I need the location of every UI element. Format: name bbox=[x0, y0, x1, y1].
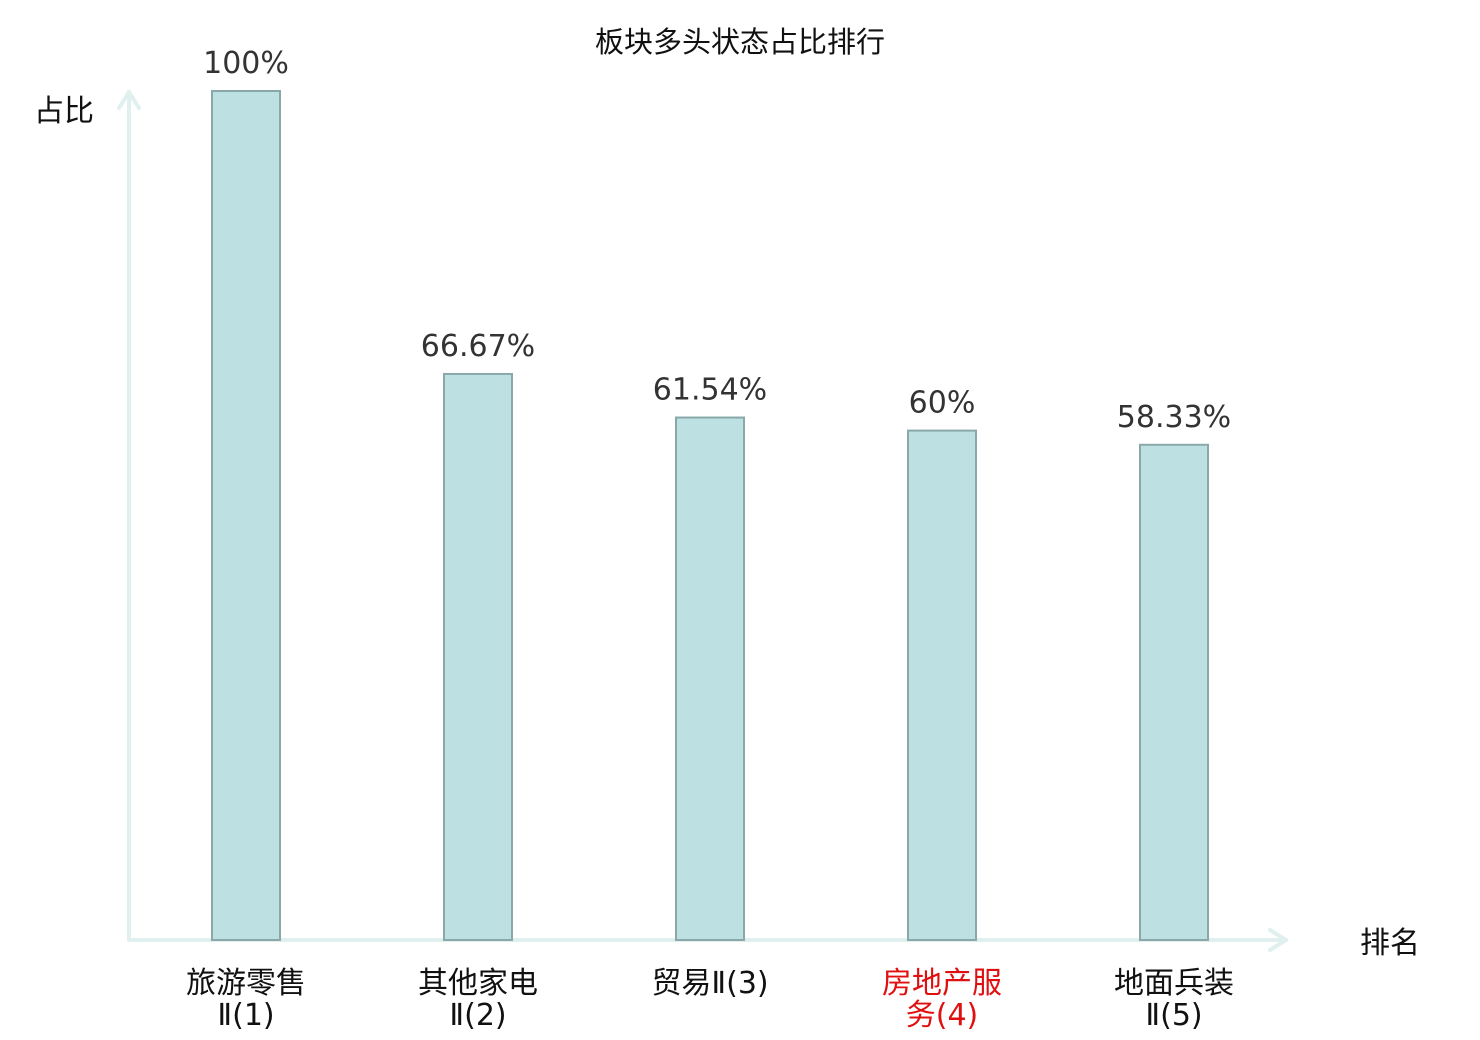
y-axis-label: 占比 bbox=[34, 94, 94, 129]
category-label-5-line-1: 地面兵装 bbox=[1114, 966, 1234, 1001]
bar-3 bbox=[675, 416, 745, 941]
category-label-3-line-1: 贸易Ⅱ(3) bbox=[651, 966, 768, 1001]
y-axis-arrowhead bbox=[117, 90, 141, 110]
x-axis-arrowhead bbox=[1268, 928, 1288, 952]
value-label-4: 60% bbox=[909, 386, 976, 421]
value-label-5: 58.33% bbox=[1117, 400, 1231, 435]
x-axis-label: 排名 bbox=[1360, 926, 1420, 961]
value-labels-group: 100% 66.67% 61.54% 60% 58.33% bbox=[203, 46, 1231, 435]
category-label-4-line-1: 房地产服 bbox=[882, 966, 1002, 1001]
value-label-2: 66.67% bbox=[421, 329, 535, 364]
category-label-4-line-2: 务(4) bbox=[906, 998, 979, 1033]
bars-group bbox=[211, 90, 1209, 942]
category-label-5-line-2: Ⅱ(5) bbox=[1145, 998, 1202, 1033]
value-label-3: 61.54% bbox=[653, 373, 767, 408]
bar-5 bbox=[1139, 443, 1209, 941]
bar-4 bbox=[907, 429, 977, 941]
value-label-1: 100% bbox=[203, 46, 289, 81]
bar-2 bbox=[443, 372, 513, 942]
category-label-1-line-2: Ⅱ(1) bbox=[217, 998, 274, 1033]
category-label-2-line-1: 其他家电 bbox=[418, 966, 538, 1001]
chart-title: 板块多头状态占比排行 bbox=[595, 25, 885, 59]
bar-1 bbox=[211, 90, 281, 941]
category-label-1-line-1: 旅游零售 bbox=[186, 966, 306, 1001]
category-label-2-line-2: Ⅱ(2) bbox=[449, 998, 506, 1033]
